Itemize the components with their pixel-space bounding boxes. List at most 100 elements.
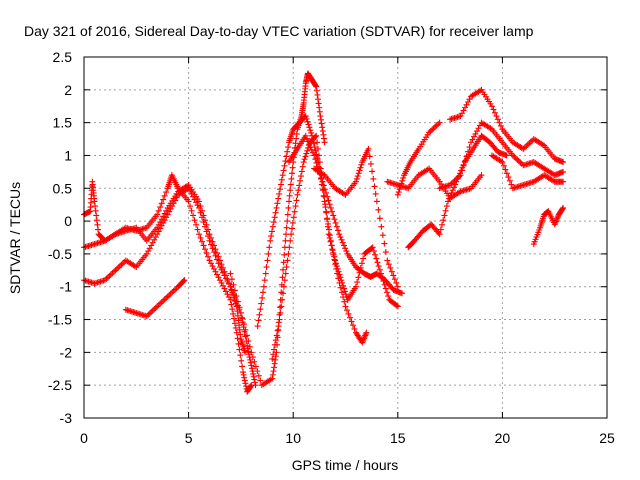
data-point [290,214,297,221]
data-point [274,200,281,207]
data-point [247,383,254,390]
data-point [260,289,267,296]
data-point [283,231,290,238]
data-point [255,317,262,324]
data-point [319,178,326,185]
data-point [560,178,567,185]
data-point [292,140,299,147]
data-point [164,293,171,300]
data-point [323,208,330,215]
y-tick-label: -1.5 [48,312,72,328]
data-point [337,274,344,281]
data-point [324,223,331,230]
data-point [113,265,120,272]
data-point [326,234,333,241]
data-point [468,139,475,146]
data-point [457,113,464,120]
data-point [500,162,507,169]
data-point [338,236,345,243]
data-point [167,290,174,297]
data-point [262,270,269,277]
data-point [450,184,457,191]
data-point [200,242,207,249]
data-point [463,101,470,108]
data-point [463,153,470,160]
data-point [260,283,267,290]
data-point [442,207,449,214]
data-point [439,221,446,228]
data-point [381,240,388,247]
axis-ticks [83,56,608,419]
data-point [362,331,369,338]
data-point [252,363,259,370]
data-point [303,150,310,157]
data-point [109,270,116,277]
data-point [303,115,310,122]
data-point [430,125,437,132]
data-point [237,352,244,359]
data-point [366,153,373,160]
data-point [242,349,249,356]
y-tick-labels: -3 -2.5 -2 -1.5 -1 -0.5 0 0.5 1 1.5 2 2.5 [48,49,72,426]
series-13 [447,86,567,166]
data-point [355,170,362,177]
data-point [341,288,348,295]
data-point [445,198,452,205]
data-point [284,257,291,264]
data-point [169,289,176,296]
data-point [325,197,332,204]
data-point [437,226,444,233]
data-point [212,252,219,259]
y-tick-label: 0 [64,213,72,229]
data-point [283,264,290,271]
data-point [219,269,226,276]
data-point [370,248,377,255]
data-point [287,237,294,244]
data-point [149,239,156,246]
data-point [180,278,187,285]
data-point [272,209,279,216]
data-point [229,306,236,313]
data-point [218,279,225,286]
data-point [441,212,448,219]
data-point [222,275,229,282]
data-point [284,148,291,155]
data-point [240,371,247,378]
data-point [265,250,272,257]
data-point [286,192,293,199]
data-point [196,204,203,211]
data-point [369,244,376,251]
data-point [92,207,99,214]
data-point [281,251,288,258]
data-point [285,144,292,151]
data-point [228,301,235,308]
data-point [271,364,278,371]
data-point [297,173,304,180]
data-point [349,322,356,329]
data-point [340,282,347,289]
data-point [315,145,322,152]
data-point [316,104,323,111]
data-point [429,126,436,133]
data-point [157,300,164,307]
data-point [227,296,234,303]
data-point [237,309,244,316]
data-point [304,147,311,154]
data-point [346,314,353,321]
data-point [166,292,173,299]
data-point [339,239,346,246]
data-point [560,204,567,211]
series-8 [286,132,405,297]
data-point [552,219,559,226]
data-point [245,348,252,355]
data-point [396,186,403,193]
data-point [151,306,158,313]
data-point [371,183,378,190]
data-point [244,342,251,349]
data-point [231,315,238,322]
data-point [237,331,244,338]
data-point [107,271,114,278]
data-point [354,279,361,286]
data-point [524,141,531,148]
